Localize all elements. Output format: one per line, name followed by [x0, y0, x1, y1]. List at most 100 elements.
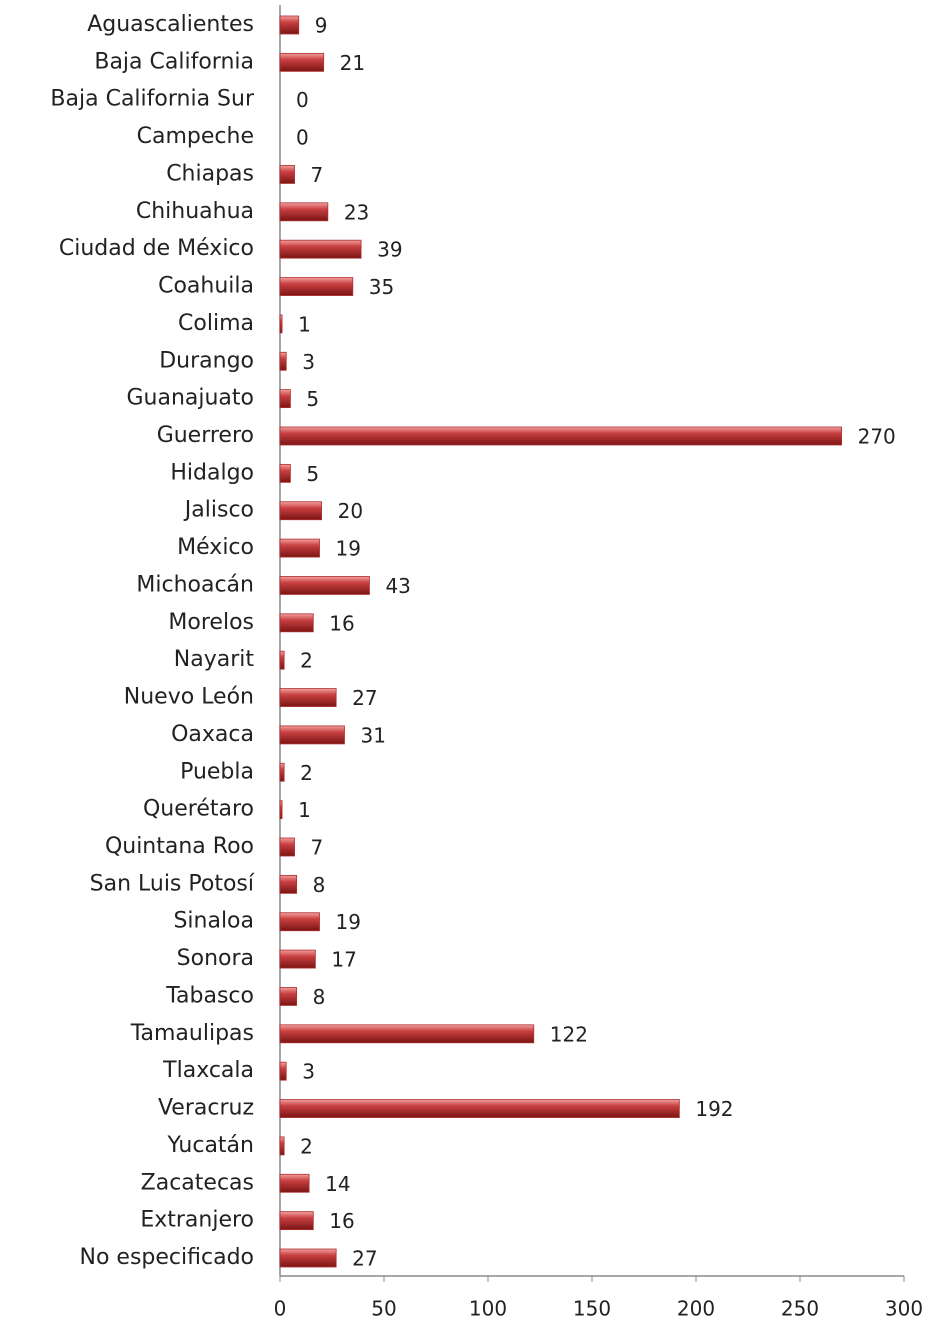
bar [279, 688, 337, 707]
bar [279, 351, 287, 371]
data-label: 0 [296, 126, 309, 150]
y-tick-label: Baja California Sur [50, 87, 255, 112]
data-label: 9 [315, 14, 328, 38]
x-tick-label: 300 [885, 1297, 923, 1321]
data-label: 19 [336, 910, 361, 934]
bar [279, 1099, 680, 1118]
y-tick-label: México [177, 535, 254, 560]
bar [279, 314, 283, 334]
y-tick-label: Quintana Roo [105, 834, 254, 859]
y-tick-label: Sinaloa [173, 909, 254, 934]
y-tick-label: Colima [178, 311, 254, 336]
data-label: 270 [858, 425, 896, 449]
x-tick-label: 0 [274, 1297, 287, 1321]
y-tick-label: San Luis Potosí [90, 871, 255, 896]
y-tick-label: Querétaro [143, 797, 254, 822]
y-tick-label: Baja California [94, 49, 254, 74]
data-label: 35 [369, 275, 394, 299]
bar [279, 202, 329, 222]
data-label: 21 [340, 51, 365, 75]
y-tick-label: Durango [159, 348, 254, 373]
bar [279, 277, 354, 296]
data-label: 122 [550, 1022, 588, 1046]
y-tick-label: Ciudad de México [59, 236, 254, 261]
data-label: 43 [385, 574, 410, 598]
data-label: 3 [302, 1060, 315, 1084]
bar [279, 987, 298, 1006]
data-label: 20 [338, 499, 363, 523]
y-tick-label: Zacatecas [141, 1170, 254, 1195]
y-tick-label: Tamaulipas [130, 1021, 254, 1046]
bar [279, 613, 314, 633]
data-label: 5 [306, 462, 319, 486]
data-label: 39 [377, 238, 402, 262]
bar [279, 1136, 285, 1156]
data-label: 7 [311, 163, 324, 187]
bar [279, 463, 291, 483]
data-label: 2 [300, 649, 313, 673]
bar [279, 389, 291, 409]
data-label: 3 [302, 350, 315, 374]
x-tick-label: 200 [677, 1297, 715, 1321]
bar [279, 874, 298, 894]
y-tick-label: Jalisco [183, 498, 254, 523]
bar [279, 52, 325, 72]
data-label: 17 [331, 948, 356, 972]
y-tick-label: Nayarit [174, 647, 255, 672]
bar [279, 538, 320, 558]
x-tick-label: 250 [781, 1297, 819, 1321]
data-label: 8 [313, 873, 326, 897]
bar [279, 912, 320, 932]
y-tick-label: Chihuahua [136, 199, 254, 224]
data-label: 2 [300, 761, 313, 785]
bar [279, 762, 285, 782]
bar [279, 1173, 310, 1193]
y-tick-label: Tlaxcala [162, 1058, 254, 1083]
data-label: 2 [300, 1134, 313, 1158]
bar [279, 1061, 287, 1081]
data-label: 27 [352, 1247, 377, 1271]
y-tick-label: Oaxaca [171, 722, 254, 747]
data-label: 27 [352, 686, 377, 710]
bar [279, 725, 345, 745]
bar [279, 501, 322, 521]
y-tick-label: No especificado [80, 1245, 254, 1270]
data-label: 0 [296, 88, 309, 112]
y-tick-label: Guerrero [157, 423, 254, 448]
data-label: 5 [306, 387, 319, 411]
y-tick-label: Sonora [177, 946, 254, 971]
bar [279, 426, 842, 446]
y-tick-label: Coahuila [158, 274, 254, 299]
bar [279, 1211, 314, 1231]
bar [279, 949, 316, 969]
bar [279, 15, 300, 35]
y-tick-label: Michoacán [136, 572, 254, 597]
y-tick-label: Campeche [137, 124, 254, 149]
bar [279, 650, 285, 670]
data-label: 1 [298, 312, 311, 336]
y-tick-label: Chiapas [166, 161, 254, 186]
data-label: 31 [360, 723, 385, 747]
x-tick-label: 100 [469, 1297, 507, 1321]
data-label: 14 [325, 1172, 350, 1196]
y-tick-label: Tabasco [165, 983, 254, 1008]
bar [279, 576, 370, 595]
data-label: 16 [329, 611, 354, 635]
y-tick-label: Nuevo León [124, 685, 254, 710]
bar [279, 837, 295, 857]
data-label: 19 [336, 537, 361, 561]
y-tick-label: Hidalgo [170, 460, 254, 485]
data-label: 1 [298, 798, 311, 822]
data-label: 192 [695, 1097, 733, 1121]
x-tick-label: 150 [573, 1297, 611, 1321]
data-label: 23 [344, 200, 369, 224]
bar [279, 239, 362, 259]
data-label: 7 [311, 836, 324, 860]
y-tick-label: Puebla [180, 759, 254, 784]
y-tick-label: Aguascalientes [87, 12, 254, 37]
y-tick-label: Veracruz [158, 1096, 254, 1121]
data-label: 16 [329, 1209, 354, 1233]
y-tick-label: Yucatán [167, 1133, 255, 1158]
x-tick-label: 50 [371, 1297, 396, 1321]
